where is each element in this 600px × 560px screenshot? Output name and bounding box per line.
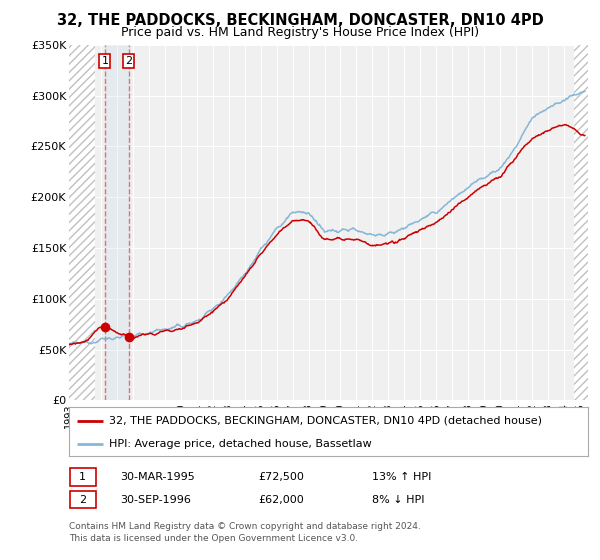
Text: 2: 2 <box>125 56 133 66</box>
Text: £72,500: £72,500 <box>258 472 304 482</box>
Text: 32, THE PADDOCKS, BECKINGHAM, DONCASTER, DN10 4PD: 32, THE PADDOCKS, BECKINGHAM, DONCASTER,… <box>56 13 544 27</box>
Text: £62,000: £62,000 <box>258 494 304 505</box>
Text: Contains HM Land Registry data © Crown copyright and database right 2024.
This d: Contains HM Land Registry data © Crown c… <box>69 522 421 543</box>
Text: Price paid vs. HM Land Registry's House Price Index (HPI): Price paid vs. HM Land Registry's House … <box>121 26 479 39</box>
Bar <box>105 45 129 400</box>
Text: 1: 1 <box>79 472 86 482</box>
Text: HPI: Average price, detached house, Bassetlaw: HPI: Average price, detached house, Bass… <box>109 438 372 449</box>
Text: 30-MAR-1995: 30-MAR-1995 <box>120 472 195 482</box>
Text: 1: 1 <box>101 56 109 66</box>
Text: 2: 2 <box>79 494 86 505</box>
Text: 13% ↑ HPI: 13% ↑ HPI <box>372 472 431 482</box>
Text: 8% ↓ HPI: 8% ↓ HPI <box>372 494 425 505</box>
Bar <box>574 45 588 400</box>
Text: 30-SEP-1996: 30-SEP-1996 <box>120 494 191 505</box>
Bar <box>69 45 95 400</box>
Text: 32, THE PADDOCKS, BECKINGHAM, DONCASTER, DN10 4PD (detached house): 32, THE PADDOCKS, BECKINGHAM, DONCASTER,… <box>109 416 542 426</box>
